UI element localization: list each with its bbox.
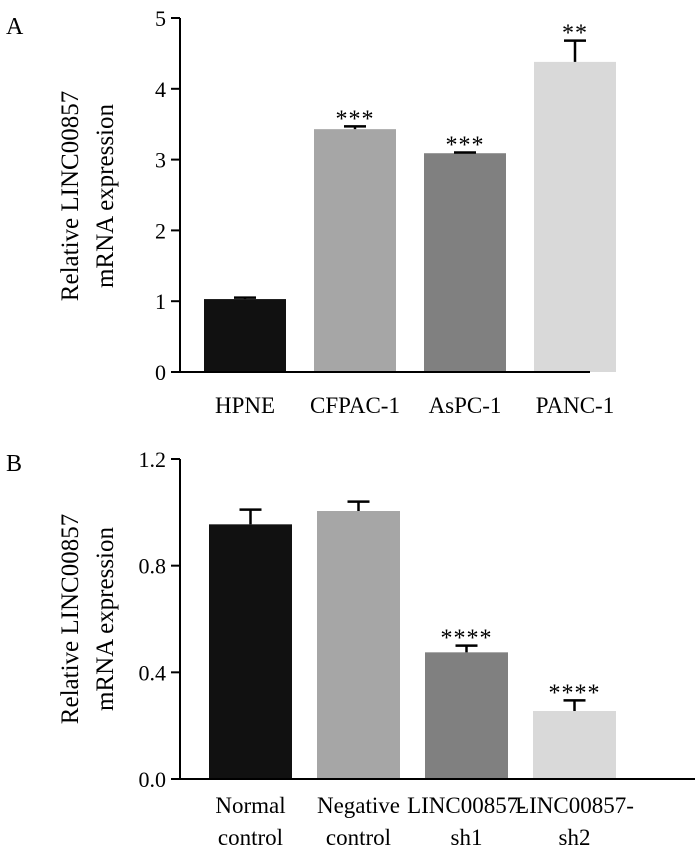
bar-1 xyxy=(209,524,292,779)
x-category-label: Negative xyxy=(317,793,400,818)
bar-3 xyxy=(424,153,506,372)
significance-marker: **** xyxy=(549,680,601,706)
y-axis-label: mRNA expression xyxy=(92,103,119,288)
x-category-label: CFPAC-1 xyxy=(310,393,400,418)
bar-1 xyxy=(204,299,286,372)
chart-panel-b: B Relative LINC00857 mRNA expression **** **… xyxy=(6,447,695,850)
significance-marker: ** xyxy=(562,21,588,47)
x-category-label: control xyxy=(218,825,283,850)
significance-marker: *** xyxy=(446,133,485,159)
y-tick-label: 4 xyxy=(155,77,166,102)
y-tick-label: 0.0 xyxy=(139,767,167,792)
y-tick-label: 0.8 xyxy=(139,554,167,579)
x-category-label: LINC00857- xyxy=(407,793,526,818)
y-tick-label: 3 xyxy=(155,148,166,173)
y-axis-label: mRNA expression xyxy=(92,526,119,711)
y-tick-label: 0 xyxy=(155,360,166,385)
x-category-label: control xyxy=(326,825,391,850)
x-category-label: sh1 xyxy=(451,825,483,850)
bar-2 xyxy=(317,511,400,779)
significance-marker: **** xyxy=(441,626,493,652)
x-category-label: Normal xyxy=(215,793,285,818)
panel-letter: A xyxy=(6,14,24,40)
bar-4 xyxy=(534,61,616,373)
x-category-label: PANC-1 xyxy=(536,393,614,418)
y-tick-label: 0.4 xyxy=(139,660,167,685)
bar-4 xyxy=(533,711,616,779)
y-tick-label: 1 xyxy=(155,289,166,314)
y-tick-label: 2 xyxy=(155,218,166,243)
x-category-label: sh2 xyxy=(559,825,591,850)
x-category-label: LINC00857- xyxy=(515,793,634,818)
x-category-label: AsPC-1 xyxy=(429,393,502,418)
y-tick-label: 5 xyxy=(155,6,166,31)
x-category-label: HPNE xyxy=(215,393,275,418)
y-tick-label: 1.2 xyxy=(139,447,167,472)
significance-marker: *** xyxy=(336,106,375,132)
y-axis-label: Relative LINC00857 xyxy=(57,514,84,724)
bar-2 xyxy=(314,129,396,372)
bar-3 xyxy=(425,652,508,779)
y-axis-label: Relative LINC00857 xyxy=(57,91,84,301)
panel-letter: B xyxy=(6,451,22,477)
